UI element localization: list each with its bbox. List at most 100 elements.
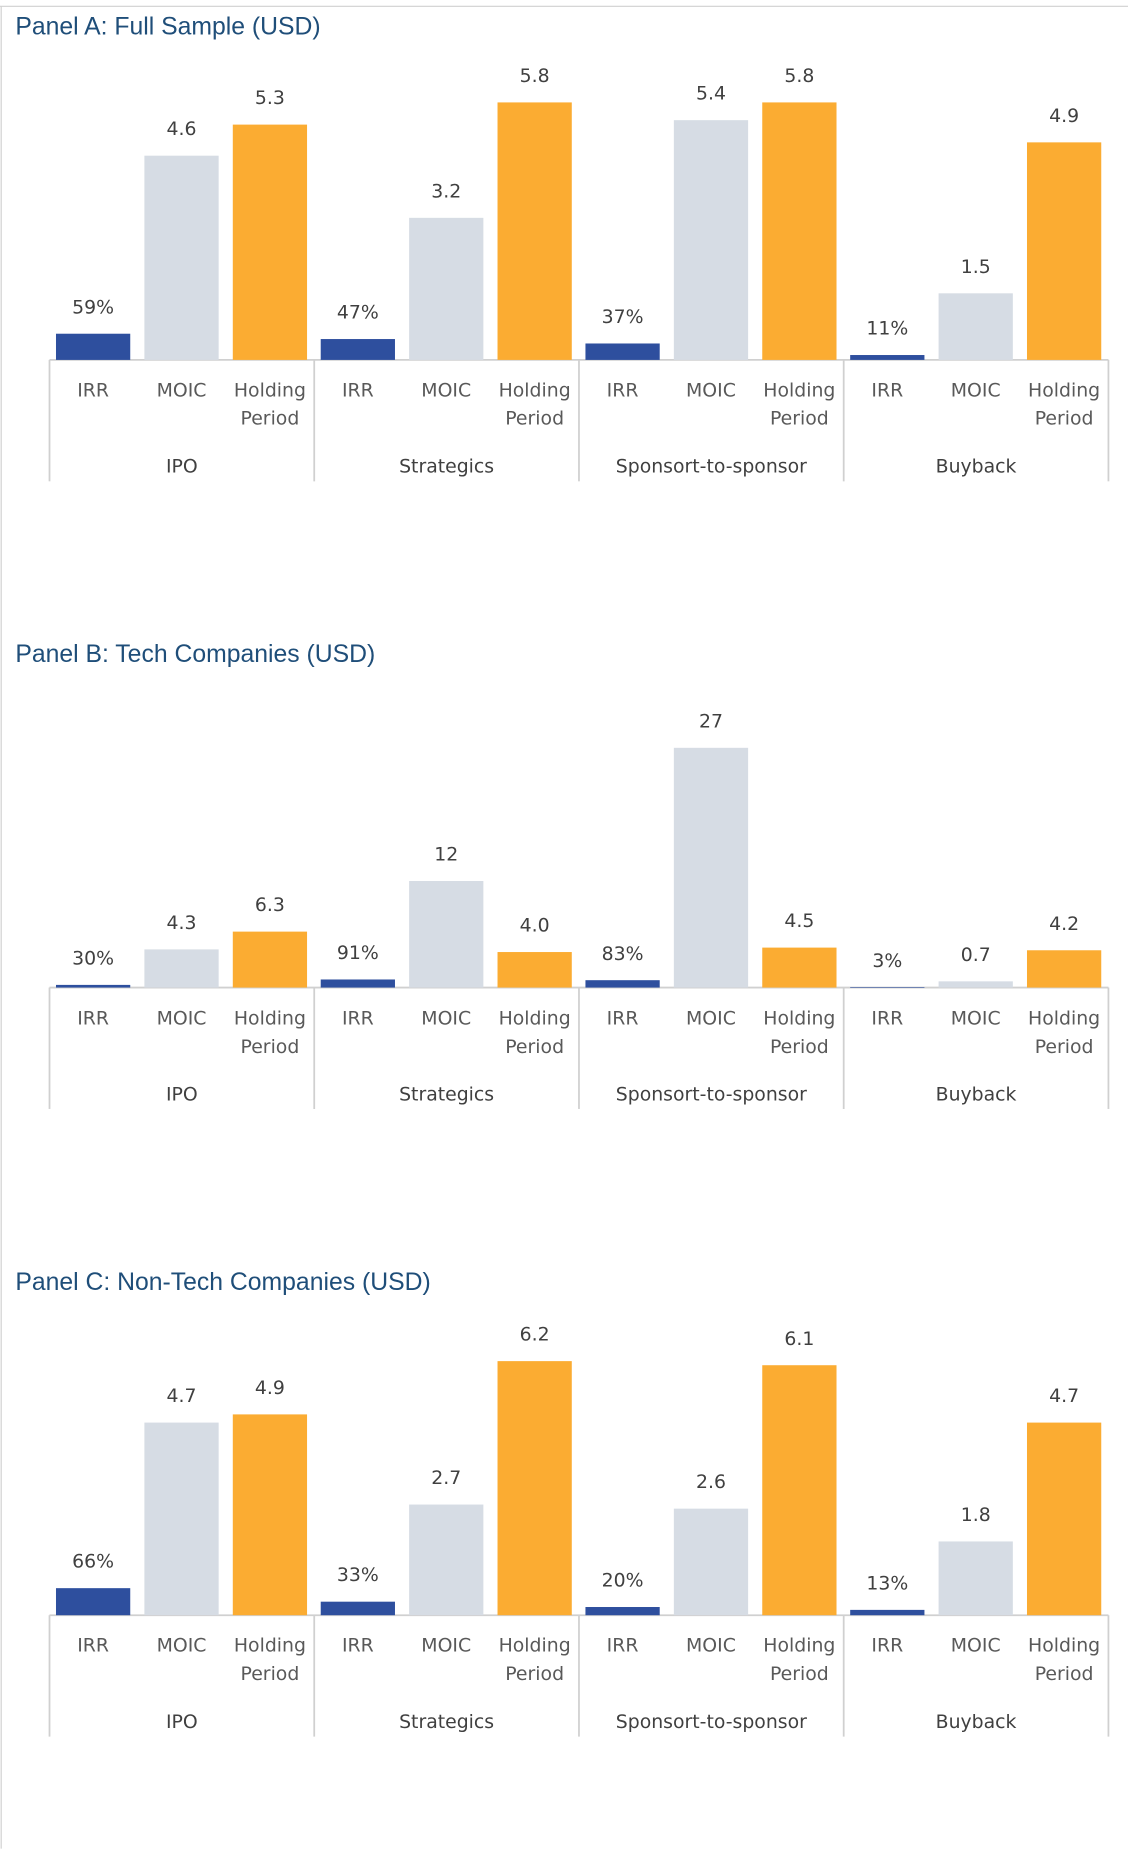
group-label: Sponsort-to-sponsor: [616, 1712, 807, 1733]
bar: [232, 124, 308, 360]
x-tick-label-box: Holding Period: [498, 378, 571, 430]
bar: [938, 981, 1013, 988]
bar: [585, 1607, 660, 1616]
x-tick-label: IRR: [606, 1634, 639, 1657]
group-label: IPO: [166, 457, 198, 478]
x-tick-label-box: MOIC: [686, 379, 736, 401]
data-label: 91%: [337, 943, 379, 964]
panel-title: Panel B: Tech Companies (USD): [15, 641, 375, 668]
bar: [320, 339, 395, 360]
x-tick-label-box: Holding Period: [234, 379, 306, 430]
x-tick-label: MOIC: [950, 1634, 1001, 1657]
bar: [673, 1508, 749, 1616]
bar: [144, 155, 219, 360]
x-tick-label-box: IRR: [77, 1006, 109, 1029]
data-label: 4.5: [784, 911, 814, 932]
bar: [409, 217, 484, 360]
panel-title: Panel A: Full Sample (USD): [15, 14, 320, 41]
bar: [320, 979, 395, 988]
x-tick-label: Holding Period: [1028, 1006, 1101, 1058]
data-label: 4.7: [1049, 1386, 1079, 1407]
x-tick-label: MOIC: [421, 1634, 472, 1657]
x-tick-label: IRR: [77, 1006, 109, 1029]
data-label: 5.3: [255, 88, 285, 109]
group-label: Strategics: [399, 1084, 494, 1105]
x-tick-label: Holding Period: [763, 1006, 836, 1058]
x-tick-label-box: MOIC: [421, 378, 472, 402]
group-label: Buyback: [936, 1712, 1017, 1733]
x-tick-label: Holding Period: [233, 1634, 306, 1685]
x-tick-label: Holding Period: [498, 378, 571, 430]
data-label: 6.2: [520, 1325, 550, 1346]
x-tick-label-box: MOIC: [950, 378, 1001, 402]
group-label: IPO: [166, 1712, 198, 1733]
x-tick-label-box: Holding Period: [233, 1634, 306, 1685]
bar: [673, 747, 749, 988]
panel-title: Panel C: Non-Tech Companies (USD): [15, 1269, 430, 1296]
x-tick-label-box: Holding Period: [498, 1634, 571, 1685]
x-tick-label-box: Holding Period: [763, 1634, 836, 1685]
data-label: 47%: [337, 303, 379, 324]
x-tick-label-box: MOIC: [421, 1634, 472, 1657]
data-label: 3.2: [431, 181, 461, 202]
x-tick-label-box: Holding Period: [233, 1006, 306, 1058]
x-tick-label-box: IRR: [606, 1634, 639, 1657]
bar: [320, 1601, 395, 1616]
x-tick-label: MOIC: [950, 378, 1001, 402]
x-tick-label: IRR: [341, 1006, 374, 1029]
group-label: Buyback: [936, 1084, 1017, 1105]
group-label: Sponsort-to-sponsor: [616, 1084, 807, 1105]
x-tick-label: Holding Period: [498, 1634, 571, 1685]
data-label: 1.8: [961, 1505, 991, 1526]
x-tick-label-box: Holding Period: [763, 1006, 836, 1058]
x-tick-label-box: MOIC: [156, 378, 207, 402]
x-tick-label: MOIC: [156, 378, 207, 402]
data-label: 66%: [72, 1552, 114, 1573]
bar: [55, 984, 131, 988]
bar: [497, 102, 572, 360]
bar: [232, 1414, 308, 1616]
data-label: 4.2: [1049, 914, 1079, 935]
bar: [1026, 142, 1102, 360]
data-label: 37%: [602, 307, 644, 328]
x-tick-label: IRR: [606, 378, 639, 402]
x-tick-label-box: IRR: [871, 379, 903, 401]
bar: [409, 1504, 484, 1616]
x-tick-label-box: MOIC: [157, 1006, 207, 1028]
x-tick-label-box: MOIC: [951, 1006, 1001, 1028]
x-tick-label-box: IRR: [871, 1634, 903, 1656]
data-label: 4.0: [520, 916, 550, 937]
x-tick-label: Holding Period: [1028, 378, 1101, 430]
x-tick-label-box: MOIC: [686, 1006, 736, 1028]
data-label: 3%: [872, 951, 902, 972]
x-tick-label-box: IRR: [606, 378, 639, 402]
data-label: 4.9: [255, 1378, 285, 1399]
bar: [144, 1422, 219, 1616]
x-tick-label: MOIC: [421, 1006, 472, 1029]
x-tick-label-box: IRR: [341, 378, 374, 402]
x-tick-label: Holding Period: [763, 1634, 836, 1685]
data-label: 4.3: [167, 913, 197, 934]
x-tick-label: IRR: [341, 1634, 374, 1657]
bar: [1026, 1422, 1102, 1616]
group-label: Strategics: [399, 1712, 494, 1733]
bar: [497, 1361, 572, 1616]
x-tick-label: MOIC: [156, 1634, 207, 1657]
x-tick-label: IRR: [341, 378, 374, 402]
bar: [585, 980, 660, 988]
bar: [938, 1541, 1013, 1616]
x-tick-label-box: IRR: [77, 379, 109, 401]
data-label: 1.5: [961, 257, 991, 278]
x-tick-label: MOIC: [421, 378, 472, 402]
x-tick-label-box: Holding Period: [499, 1006, 571, 1057]
x-tick-label-box: Holding Period: [763, 379, 835, 430]
x-tick-label: Holding Period: [1028, 1634, 1101, 1685]
x-tick-label-box: MOIC: [686, 1634, 736, 1656]
bar: [850, 355, 925, 360]
data-label: 4.9: [1049, 106, 1079, 127]
group-label: Sponsort-to-sponsor: [616, 457, 807, 478]
bar: [938, 293, 1013, 360]
x-tick-label: Holding Period: [233, 1006, 306, 1058]
data-label: 59%: [72, 297, 114, 318]
